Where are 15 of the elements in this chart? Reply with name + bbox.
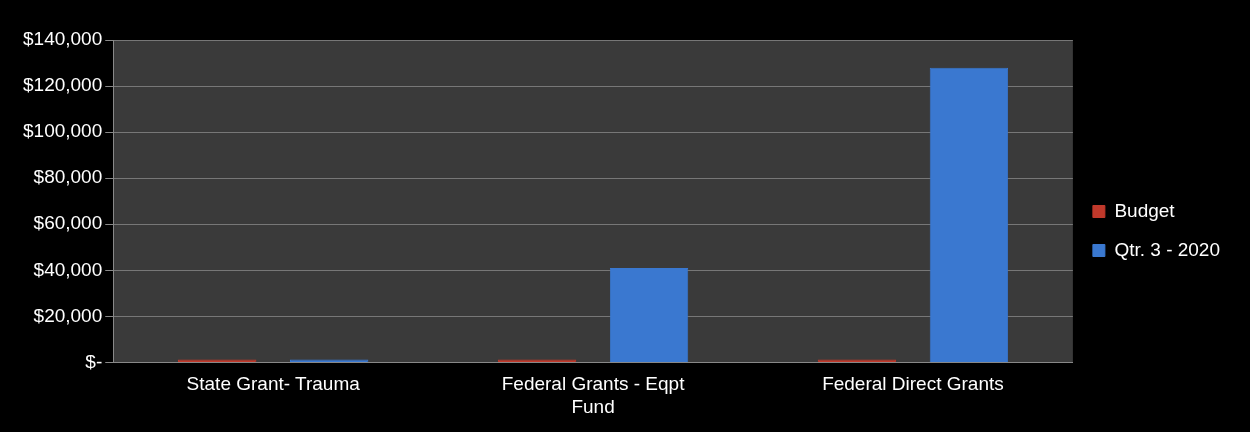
y-tick-label: $40,000 xyxy=(33,258,103,280)
y-tick-label: $60,000 xyxy=(33,212,103,234)
y-tick-label: $20,000 xyxy=(33,304,103,326)
y-tick-label: $120,000 xyxy=(23,74,103,96)
x-tick-label: Federal Grants - Eqpt Fund xyxy=(501,373,686,417)
x-tick-label: State Grant- Trauma xyxy=(186,373,361,395)
x-tick-label: Federal Direct Grants xyxy=(822,373,1004,395)
y-tick-label: $100,000 xyxy=(23,120,103,142)
bar xyxy=(929,67,1009,362)
legend-label: Budget xyxy=(1114,199,1176,221)
legend-label: Qtr. 3 - 2020 xyxy=(1114,238,1221,260)
y-tick-label: $- xyxy=(85,350,103,372)
bar xyxy=(609,267,689,362)
y-tick-label: $140,000 xyxy=(23,28,103,50)
y-tick-label: $80,000 xyxy=(33,166,103,188)
